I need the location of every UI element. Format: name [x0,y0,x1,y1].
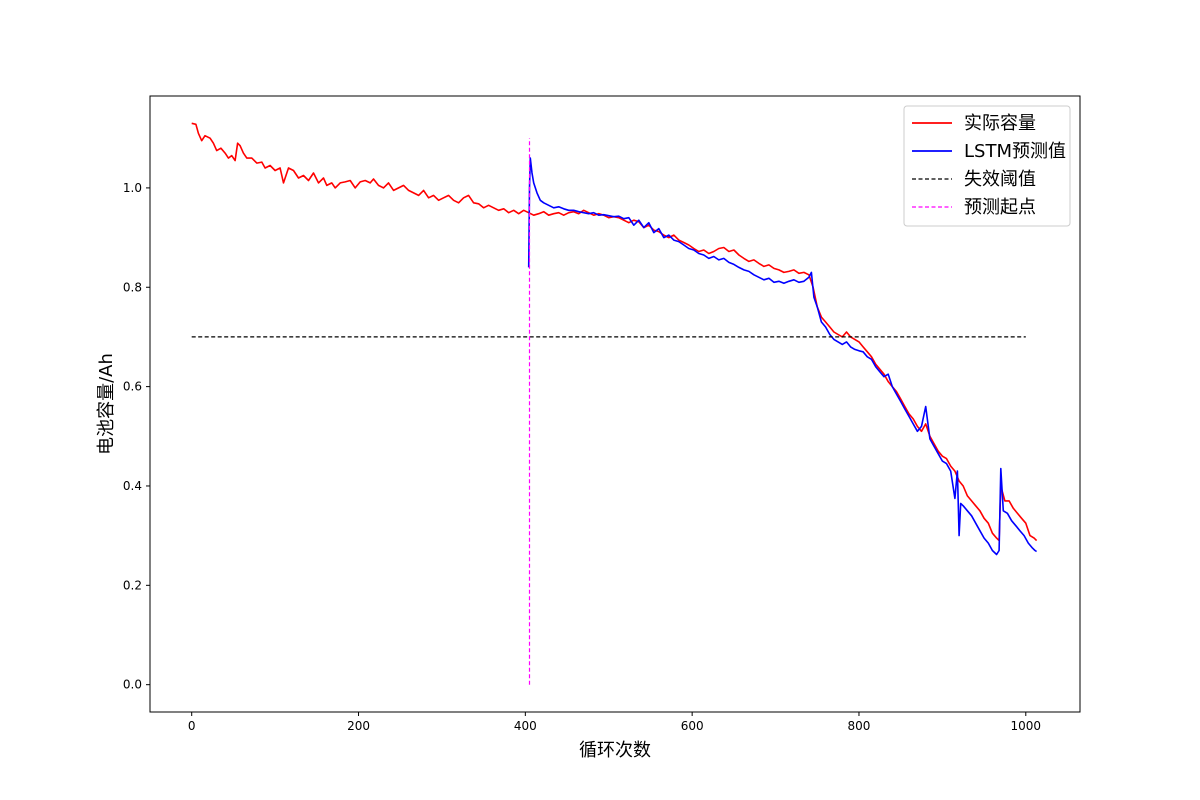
x-tick-label: 400 [514,719,537,733]
legend-label: 实际容量 [964,113,1036,134]
x-tick-label: 800 [848,719,871,733]
x-tick-label: 200 [347,719,370,733]
x-tick-label: 0 [188,719,196,733]
y-tick-label: 0.4 [123,479,142,493]
x-axis-label: 循环次数 [579,740,651,761]
y-axis: 0.0 0.2 0.4 0.6 0.8 1.0 [123,181,150,692]
legend-label: 失效阈值 [964,169,1036,190]
y-tick-label: 1.0 [123,181,142,195]
x-tick-label: 1000 [1011,719,1042,733]
y-tick-label: 0.8 [123,280,142,294]
x-axis: 0 200 400 600 800 1000 [188,712,1041,733]
legend-label: 预测起点 [964,197,1036,218]
plot-frame [149,95,1081,713]
y-tick-label: 0.6 [123,380,142,394]
legend-box [903,105,1071,227]
y-tick-label: 0.2 [123,578,142,592]
x-tick-label: 600 [681,719,704,733]
series-lines [191,122,1038,685]
series-line-0 [191,122,1038,542]
y-tick-label: 0.0 [123,678,142,692]
y-axis-label: 电池容量/Ah [96,353,117,455]
series-line-1 [527,157,1038,556]
legend-label: LSTM预测值 [964,141,1066,162]
